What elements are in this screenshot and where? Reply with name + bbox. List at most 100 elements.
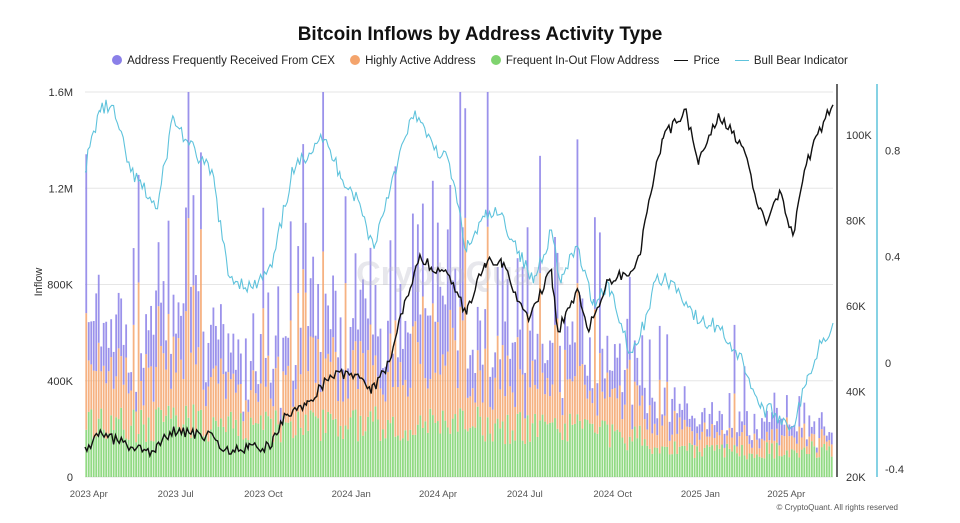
- bar-cex: [279, 407, 282, 424]
- y-tick-label: 1.6M: [49, 87, 73, 99]
- bar-cex: [282, 337, 285, 372]
- bar-inout: [666, 446, 669, 477]
- price-tick-label: 80K: [846, 215, 866, 227]
- legend-item-inout[interactable]: Frequent In-Out Flow Address: [490, 55, 659, 67]
- bar-active: [551, 384, 554, 423]
- bar-active: [469, 396, 472, 428]
- bar-active: [589, 390, 591, 424]
- bar-inout: [539, 420, 541, 477]
- bar-active: [688, 427, 691, 443]
- bar-active: [494, 377, 497, 424]
- bar-cex: [648, 339, 651, 406]
- bar-inout: [289, 421, 292, 477]
- bar-active: [229, 379, 232, 412]
- bar-active: [631, 429, 634, 442]
- bar-active: [641, 395, 644, 446]
- bar-inout: [676, 453, 679, 477]
- bar-cex: [456, 350, 459, 389]
- bar-cex: [102, 322, 105, 366]
- bar-cex: [170, 353, 172, 389]
- bar-cex: [571, 321, 574, 382]
- bar-active: [673, 410, 676, 442]
- bar-inout: [312, 412, 315, 477]
- bar-inout: [247, 440, 250, 477]
- bar-inout: [431, 415, 434, 477]
- bar-active: [723, 447, 726, 458]
- price-axis: 20K 40K 60K 80K 100K: [846, 130, 872, 484]
- bar-active: [691, 431, 694, 445]
- bull-bear-tick-label: 0.4: [885, 252, 900, 264]
- bar-inout: [549, 422, 551, 477]
- bar-cex: [439, 286, 442, 375]
- bar-active: [237, 384, 240, 436]
- bar-inout: [217, 426, 220, 477]
- bar-active: [773, 440, 776, 459]
- bar-active: [586, 398, 589, 421]
- bar-cex: [414, 265, 417, 322]
- bar-cex: [681, 409, 684, 430]
- legend-item-price[interactable]: Price: [674, 55, 720, 67]
- bar-active: [344, 283, 347, 426]
- bar-active: [579, 365, 581, 421]
- bar-cex: [210, 324, 212, 378]
- bar-cex: [232, 333, 235, 374]
- bar-cex: [721, 414, 723, 430]
- bar-inout: [187, 417, 190, 477]
- bar-active: [748, 443, 751, 454]
- bar-inout: [374, 406, 377, 477]
- bar-cex: [277, 286, 280, 357]
- bar-inout: [125, 438, 128, 477]
- legend-item-bull-bear[interactable]: Bull Bear Indicator: [734, 55, 848, 67]
- legend-swatch-bull-bear: [734, 60, 749, 61]
- bar-cex: [474, 373, 477, 403]
- bar-cex: [421, 203, 424, 297]
- bar-cex: [521, 266, 524, 375]
- bar-inout: [706, 445, 708, 477]
- bar-inout: [135, 442, 138, 477]
- bar-inout: [763, 458, 766, 477]
- bar-inout: [658, 453, 661, 477]
- bar-cex: [556, 252, 559, 319]
- bar-active: [803, 423, 806, 448]
- bar-inout: [242, 439, 245, 477]
- bar-inout: [377, 419, 379, 477]
- bar-active: [623, 404, 626, 444]
- x-tick-label: 2025 Apr: [767, 489, 805, 500]
- bar-cex: [798, 396, 801, 427]
- bar-active: [394, 320, 397, 437]
- bar-cex: [219, 304, 222, 359]
- bar-active: [87, 360, 90, 412]
- bar-active: [506, 355, 509, 415]
- bar-active: [227, 372, 230, 417]
- bar-cex: [579, 295, 581, 366]
- legend-label-active: Highly Active Address: [365, 55, 476, 67]
- bar-cex: [354, 253, 357, 342]
- legend-item-active[interactable]: Highly Active Address: [350, 55, 476, 67]
- bar-cex: [758, 438, 761, 449]
- legend-item-cex[interactable]: Address Frequently Received From CEX: [112, 55, 335, 67]
- bar-inout: [352, 410, 354, 477]
- bar-active: [416, 342, 419, 425]
- bar-cex: [227, 333, 230, 373]
- bar-cex: [362, 279, 364, 354]
- bar-cex: [746, 411, 748, 437]
- bar-active: [262, 308, 265, 430]
- bar-cex: [736, 432, 738, 447]
- bar-inout: [327, 411, 329, 477]
- bar-cex: [416, 224, 419, 343]
- bar-inout: [688, 442, 691, 477]
- bar-cex: [334, 290, 337, 352]
- bar-active: [569, 378, 571, 414]
- bar-active: [397, 387, 399, 436]
- bar-cex: [424, 308, 427, 379]
- bar-active: [818, 438, 821, 458]
- bar-cex: [329, 329, 332, 362]
- bar-active: [162, 353, 165, 422]
- chart-title: Bitcoin Inflows by Address Activity Type: [297, 24, 663, 45]
- bar-cex: [771, 412, 773, 430]
- bar-active: [746, 436, 748, 460]
- bar-cex: [234, 369, 237, 393]
- bar-inout: [367, 416, 369, 477]
- bar-active: [349, 374, 352, 418]
- bar-inout: [342, 438, 344, 477]
